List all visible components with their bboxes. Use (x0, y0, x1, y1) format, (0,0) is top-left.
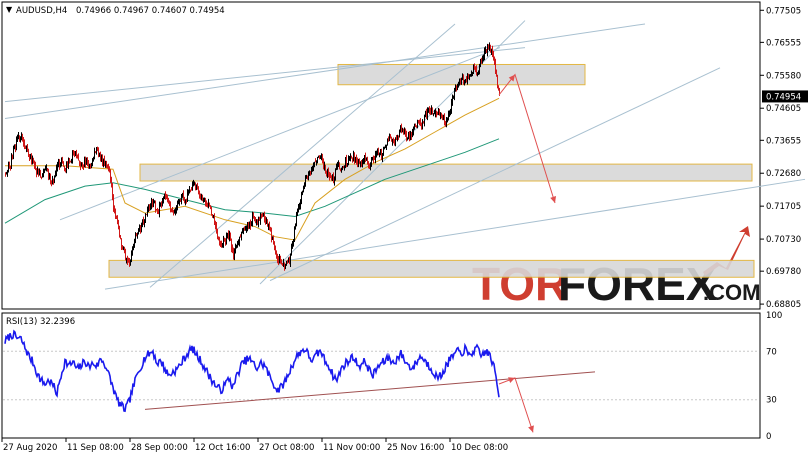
channel-line (4, 23, 646, 120)
rsi-forecast-arrow (498, 377, 534, 433)
channel-line (4, 47, 526, 103)
price-pane[interactable]: TOR FOREX .COM ▼ AUDUSD,H4 0.74966 0.749… (1, 1, 806, 310)
rsi-pane[interactable]: RSI(13) 32.2396 (1, 312, 761, 439)
time-tick-label: 11 Sep 08:00 (67, 443, 124, 453)
price-tick-label: 0.69780 (766, 267, 801, 277)
rsi-axis-label: 30 (766, 396, 777, 406)
time-axis[interactable]: 27 Aug 2020 11 Sep 08:00 28 Sep 00:00 12 Oc… (1, 438, 508, 453)
rsi-line-group (4, 329, 500, 413)
forecast-arrows (498, 73, 557, 204)
price-zone (108, 259, 755, 278)
rsi-line (4, 329, 500, 413)
support-resistance-zones (108, 63, 755, 278)
time-tick-label: 27 Oct 08:00 (259, 443, 314, 453)
forecast-arrow-head (528, 425, 534, 433)
logo-com-text: .COM (703, 280, 760, 305)
price-pane-frame (1, 1, 761, 310)
price-zone (139, 163, 753, 182)
symbol-timeframe-label: AUDUSD,H4 (16, 6, 67, 16)
price-tick-label: 0.72680 (766, 169, 801, 179)
collapse-triangle-icon[interactable]: ▼ (6, 5, 13, 14)
rsi-axis-label: 100 (766, 311, 782, 321)
price-tick-label: 0.76555 (766, 38, 801, 48)
time-tick-label: 27 Aug 2020 (3, 443, 57, 453)
time-tick-label: 12 Oct 16:00 (195, 443, 250, 453)
price-tick-label: 0.70730 (766, 235, 801, 245)
price-tick-label: 0.75580 (766, 71, 801, 81)
rsi-forecast-arrows (498, 377, 534, 433)
channel-line (59, 47, 501, 221)
price-tick-label: 0.77505 (766, 6, 801, 16)
price-forecast-arrow (498, 73, 556, 204)
time-tick-label: 25 Nov 16:00 (387, 443, 444, 453)
rsi-label: RSI(13) 32.2396 (6, 317, 75, 327)
channel-line (104, 178, 806, 290)
price-tick-label: 0.68805 (766, 300, 801, 310)
rsi-axis-label: 70 (766, 347, 777, 357)
rsi-trend-line (144, 371, 596, 410)
time-tick-label: 11 Nov 00:00 (323, 443, 380, 453)
price-tick-label: 0.71705 (766, 202, 801, 212)
rsi-trendline (144, 371, 596, 410)
rsi-axis: 100 70 30 0 (766, 311, 782, 442)
channel-line (149, 23, 456, 288)
chart-header: ▼ AUDUSD,H4 0.74966 0.74967 0.74607 0.74… (6, 5, 225, 16)
time-tick-label: 10 Dec 08:00 (451, 443, 508, 453)
price-axis[interactable]: 0.77505 0.76555 0.75580 0.74605 0.73655 0.726… (760, 6, 808, 310)
forecast-arrow-head (508, 377, 515, 383)
ohlc-values: 0.74966 0.74967 0.74607 0.74954 (76, 6, 225, 16)
price-tick-label: 0.74605 (766, 104, 801, 114)
time-tick-label: 28 Sep 00:00 (131, 443, 188, 453)
ma-fast-line (5, 97, 500, 241)
forecast-arrow-head (550, 196, 557, 203)
rsi-pane-frame (1, 312, 761, 439)
current-price-label: 0.74954 (766, 92, 801, 102)
current-price-box (762, 90, 808, 103)
forecast-arrow-head (508, 74, 515, 82)
rsi-axis-label: 0 (766, 432, 771, 442)
price-candles (5, 42, 500, 271)
channel-line (269, 67, 721, 282)
price-tick-label: 0.73655 (766, 136, 801, 146)
